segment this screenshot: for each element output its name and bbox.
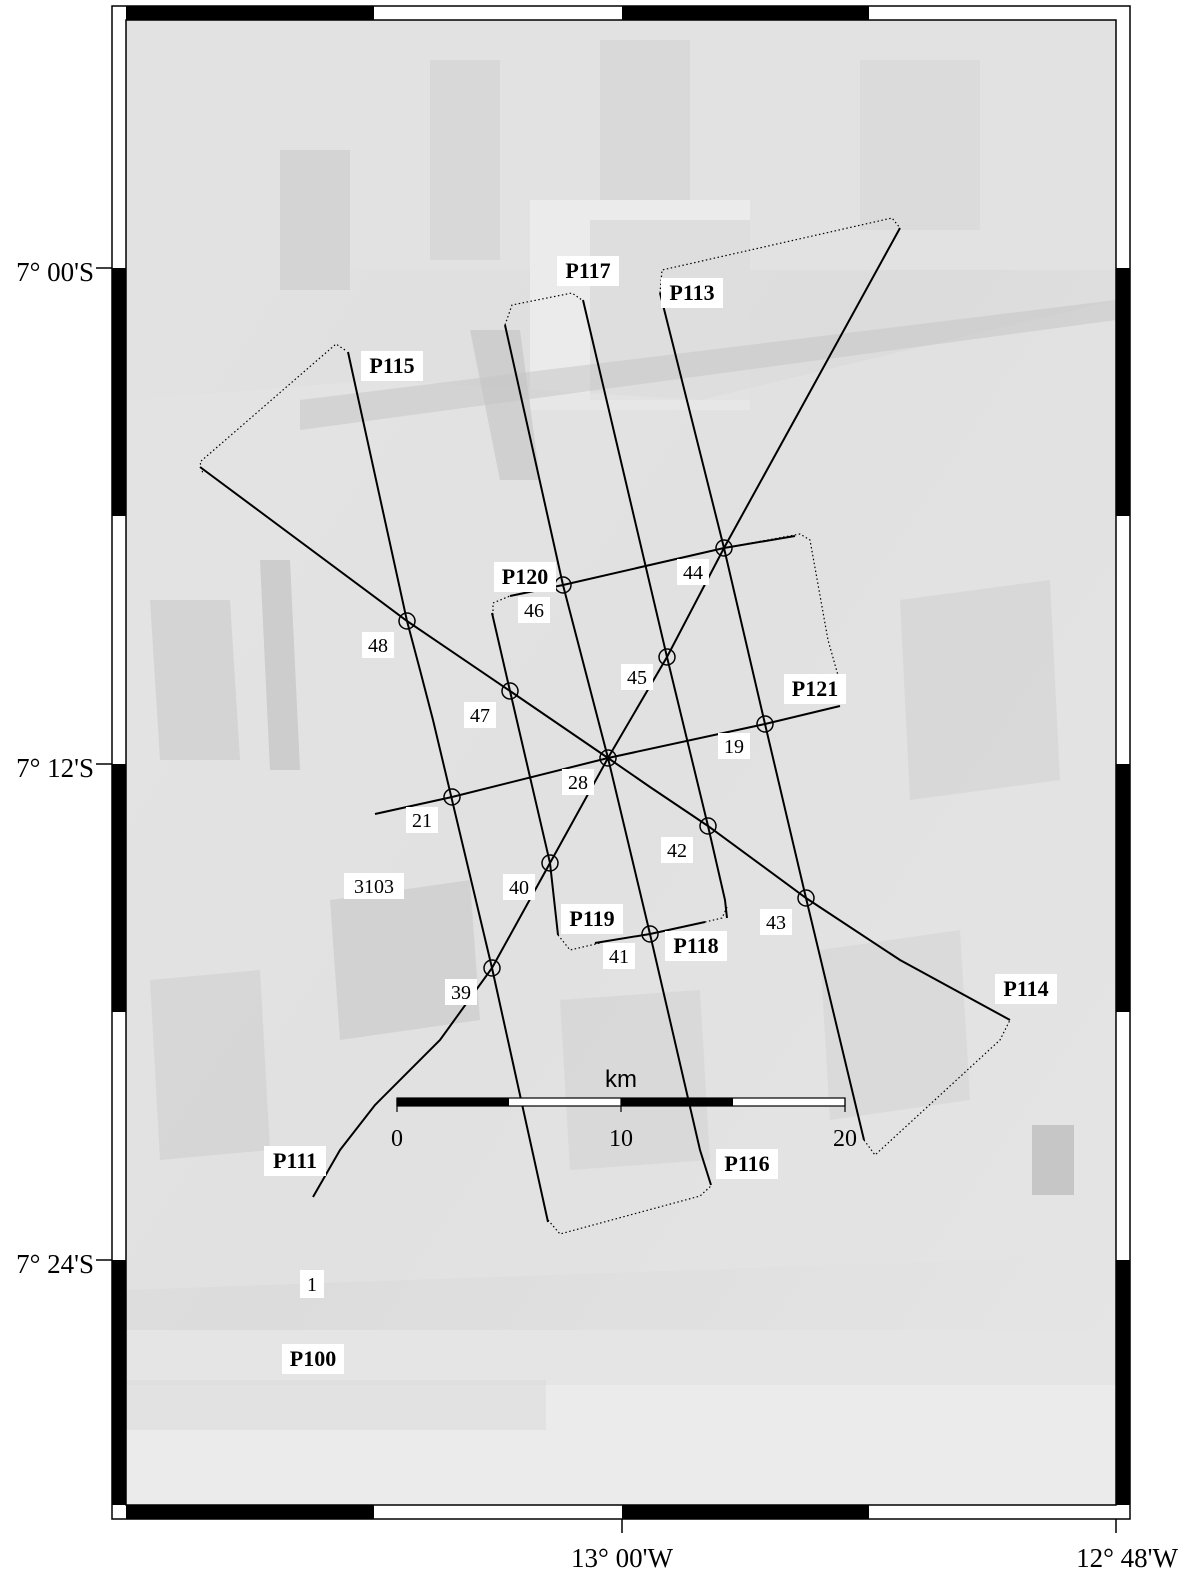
lat-label-7-24: 7° 24'S [16, 1249, 94, 1279]
profile-line-p118 [594, 921, 706, 944]
lon-label-13-00: 13° 00'W [571, 1543, 673, 1573]
lat-label-7-12: 7° 12'S [16, 753, 94, 783]
crossing-marker-21 [443, 788, 461, 806]
scale-tick-20: 20 [833, 1126, 857, 1152]
crossing-label-39: 39 [451, 982, 471, 1004]
profile-line-p117 [504, 324, 712, 1186]
crossing-marker-45 [658, 648, 676, 666]
profile-label-p119: P119 [569, 906, 614, 931]
scale-bar: km 0 10 20 [391, 1066, 857, 1152]
crossing-label-44: 44 [683, 562, 703, 584]
crossing-marker-39 [483, 959, 501, 977]
crossing-label-28: 28 [568, 772, 588, 794]
crossing-label-40: 40 [509, 877, 529, 899]
profile-line-p114 [199, 466, 1011, 1021]
crossing-label-45: 45 [627, 667, 647, 689]
scale-tick-10: 10 [609, 1126, 633, 1152]
crossing-label-43: 43 [766, 912, 786, 934]
profile-label-p100: P100 [290, 1346, 336, 1371]
profile-line-p119 [491, 612, 559, 936]
lat-label-7-00: 7° 00'S [16, 257, 94, 287]
crossing-marker-47 [501, 682, 519, 700]
crossing-marker-48 [398, 612, 416, 630]
crossing-marker-43 [797, 889, 815, 907]
crossing-labels: 44 46 48 45 47 19 28 21 42 40 43 41 39 [362, 559, 792, 1005]
profile-label-p115: P115 [369, 353, 414, 378]
lon-label-12-48: 12° 48'W [1076, 1543, 1178, 1573]
profile-label-p118: P118 [673, 933, 718, 958]
crossing-label-48: 48 [368, 635, 388, 657]
crossing-label-21: 21 [412, 810, 432, 832]
profile-labels: P117 P113 P115 P120 P121 P119 P118 P114 … [264, 256, 1057, 1374]
crossing-marker-44 [715, 539, 733, 557]
crossing-marker-40 [541, 854, 559, 872]
map-frame [96, 5, 1131, 1533]
profile-line-p121 [374, 705, 841, 815]
profile-label-p121: P121 [792, 676, 838, 701]
crossing-label-42: 42 [667, 840, 687, 862]
point-label-1: 1 [307, 1274, 317, 1296]
scale-unit-label: km [605, 1066, 637, 1093]
crossing-label-47: 47 [470, 705, 490, 727]
profile-label-p120: P120 [502, 564, 548, 589]
station-label-3103: 3103 [354, 876, 394, 898]
crossing-label-46: 46 [524, 600, 544, 622]
crossing-marker-19 [756, 715, 774, 733]
crossing-marker-41 [641, 925, 659, 943]
axis-labels: 7° 00'S 7° 12'S 7° 24'S 13° 00'W 12° 48'… [16, 257, 1178, 1573]
scale-tick-0: 0 [391, 1126, 403, 1152]
profile-label-p116: P116 [724, 1151, 769, 1176]
crossing-marker-42 [699, 817, 717, 835]
profile-line-p115 [347, 351, 549, 1223]
profile-label-p113: P113 [669, 280, 714, 305]
profile-label-p117: P117 [565, 258, 610, 283]
other-labels: 3103 1 [300, 873, 404, 1298]
crossing-label-41: 41 [609, 946, 629, 968]
crossing-marker-28 [599, 749, 617, 767]
profile-label-p111: P111 [273, 1148, 317, 1173]
crossing-label-19: 19 [724, 736, 744, 758]
profile-label-p114: P114 [1003, 976, 1048, 1001]
